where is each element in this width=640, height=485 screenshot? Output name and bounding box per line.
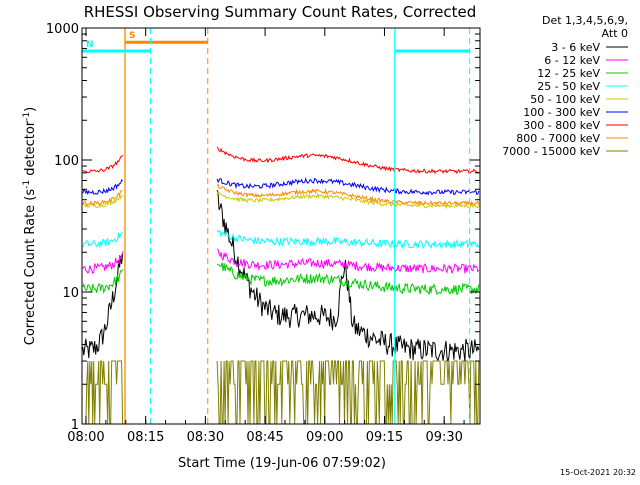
x-axis-label: Start Time (19-Jun-06 07:59:02) [178, 456, 386, 471]
x-tick-label: 09:00 [306, 430, 343, 445]
series-3-6-kev-line-a [82, 254, 124, 359]
series-50-100-kev-line-a [82, 193, 123, 208]
series-7000-15000-kev-line-a [82, 360, 124, 425]
x-tick-label: 08:45 [246, 430, 283, 445]
legend-label-12-25-kev: 12 - 25 keV [537, 67, 600, 80]
interval-0-label: S [129, 31, 135, 41]
x-tick-label: 08:30 [187, 430, 224, 445]
legend-label-3-6-kev: 3 - 6 keV [551, 41, 600, 54]
series-25-50-kev-line-a [82, 231, 124, 248]
legend-label-300-800-kev: 300 - 800 keV [523, 119, 600, 132]
series-300-800-kev-line-b [216, 146, 479, 175]
chart-title: RHESSI Observing Summary Count Rates, Co… [84, 3, 477, 21]
series-800-7000-kev-line-b [216, 183, 480, 207]
series-100-300-kev-line-a [82, 179, 123, 196]
legend-label-7000-15000-kev: 7000 - 15000 keV [502, 145, 600, 158]
x-tick-label: 09:30 [425, 430, 462, 445]
series-300-800-kev-line-a [82, 154, 123, 174]
series-12-25-kev-line-b [216, 262, 480, 296]
series-6-12-kev-line-a [82, 251, 124, 275]
legend-header: Det 1,3,4,5,6,9, [542, 14, 628, 27]
legend-label-800-7000-kev: 800 - 7000 keV [516, 132, 600, 145]
legend-label-6-12-kev: 6 - 12 keV [544, 54, 600, 67]
series-50-100-kev-line-b [216, 190, 480, 210]
date-stamp: 15-Oct-2021 20:32 [560, 468, 636, 477]
series-100-300-kev-line-b [216, 177, 480, 196]
legend-label-50-100-kev: 50 - 100 keV [530, 93, 600, 106]
y-tick-label: 10 [62, 286, 79, 301]
y-tick-label: 1 [71, 418, 79, 433]
legend-label-100-300-kev: 100 - 300 keV [523, 106, 600, 119]
plot-area: S N 08:00 08:15 08:30 08:45 09:00 09:15 09:30 1 10… [46, 22, 481, 445]
series-12-25-kev-line-a [82, 269, 124, 295]
series-800-7000-kev-line-a [82, 190, 123, 206]
y-axis-label: Corrected Count Rate (s-1 detector-1) [22, 107, 38, 345]
interval-1-label: N [86, 40, 94, 50]
series-7000-15000-kev-line-b [216, 360, 480, 425]
series-6-12-kev-line-b [216, 248, 480, 275]
plot-frame [81, 27, 481, 425]
legend-label-25-50-kev: 25 - 50 keV [537, 80, 600, 93]
y-tick-label: 1000 [46, 22, 79, 37]
y-tick-label: 100 [54, 154, 79, 169]
series-25-50-kev-line-b [216, 229, 480, 250]
legend-header-2: Att 0 [602, 27, 628, 40]
x-tick-label: 09:15 [366, 430, 403, 445]
x-tick-label: 08:15 [127, 430, 164, 445]
x-tick-label: 08:00 [67, 430, 104, 445]
